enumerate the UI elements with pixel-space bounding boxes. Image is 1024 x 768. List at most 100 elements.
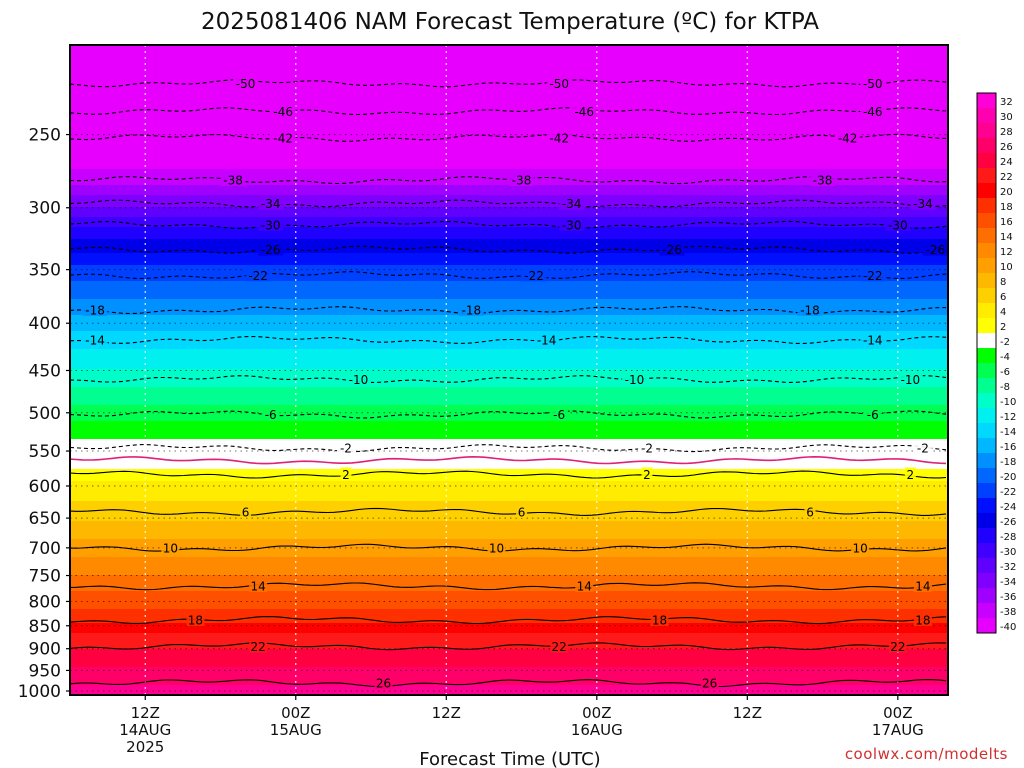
- grid: [70, 45, 948, 695]
- x-tick-label: 2025: [126, 738, 164, 756]
- x-tick-label: 12Z: [432, 704, 461, 722]
- temperature-band: [70, 483, 948, 486]
- temperature-band: [70, 149, 948, 152]
- temperature-band: [70, 675, 948, 678]
- colorbar-swatch: [977, 618, 996, 633]
- temperature-band: [70, 309, 948, 312]
- temperature-band: [70, 293, 948, 296]
- temperature-band: [70, 243, 948, 246]
- temperature-band: [70, 93, 948, 96]
- temperature-band: [70, 611, 948, 614]
- temperature-band: [70, 215, 948, 218]
- temperature-band: [70, 573, 948, 576]
- colorbar-swatch: [977, 408, 996, 423]
- y-tick-label: 600: [29, 477, 61, 497]
- temperature-band: [70, 73, 948, 76]
- temperature-band: [70, 257, 948, 260]
- temperature-band: [70, 359, 948, 362]
- temperature-band: [70, 417, 948, 420]
- contour-label-bg: [258, 242, 284, 256]
- contour-label-bg: [835, 130, 861, 144]
- temperature-band: [70, 543, 948, 546]
- temperature-band: [70, 521, 948, 524]
- contour-label-bg: [860, 104, 886, 118]
- temperature-band: [70, 253, 948, 256]
- contour-label: -10: [625, 373, 645, 387]
- contour-line: [69, 455, 947, 465]
- temperature-band: [70, 577, 948, 580]
- colorbar-swatch: [977, 498, 996, 513]
- temperature-band: [70, 247, 948, 250]
- temperature-band: [70, 83, 948, 86]
- colorbar-label: -14: [1000, 427, 1016, 438]
- temperature-band: [70, 103, 948, 106]
- temperature-band: [70, 191, 948, 194]
- temperature-band: [70, 401, 948, 404]
- temperature-band: [70, 639, 948, 642]
- contour-label: -34: [913, 197, 933, 211]
- temperature-band: [70, 591, 948, 594]
- y-axis: 250 300 350 400 450 500 550 600 650 700 750 800 850 9…: [18, 126, 70, 702]
- temperature-band: [70, 677, 948, 680]
- temperature-band: [70, 625, 948, 628]
- contour-label: 6: [518, 505, 526, 519]
- contour-label-bg: [641, 467, 653, 481]
- temperature-band: [70, 691, 948, 694]
- colorbar-label: 4: [1000, 307, 1006, 318]
- x-axis-title: Forecast Time (UTC): [419, 749, 600, 768]
- colorbar-label: -26: [1000, 517, 1016, 528]
- contour-label: -46: [863, 105, 883, 119]
- temperature-band: [70, 657, 948, 660]
- y-tick-label: 750: [29, 567, 61, 587]
- contour-label-bg: [860, 268, 886, 282]
- contour-label-bg: [270, 130, 296, 144]
- temperature-band: [70, 629, 948, 632]
- colorbar-swatch: [977, 588, 996, 603]
- temperature-band: [70, 45, 948, 48]
- temperature-band: [70, 555, 948, 558]
- contour-label: -22: [524, 269, 544, 283]
- temperature-band: [70, 61, 948, 64]
- temperature-band: [70, 85, 948, 88]
- contour-label-bg: [240, 504, 252, 518]
- temperature-band: [70, 621, 948, 624]
- temperature-band: [70, 349, 948, 352]
- contour-label-bg: [249, 639, 268, 653]
- temperature-band: [70, 377, 948, 380]
- temperature-band: [70, 655, 948, 658]
- contour-label-bg: [575, 579, 594, 593]
- temperature-band: [70, 159, 948, 162]
- temperature-band: [70, 197, 948, 200]
- contour-label-bg: [851, 540, 870, 554]
- contour-label: 6: [806, 505, 814, 519]
- temperature-band: [70, 571, 948, 574]
- temperature-band: [70, 413, 948, 416]
- temperature-band: [70, 431, 948, 434]
- contour-label: -22: [248, 269, 268, 283]
- temperature-band: [70, 599, 948, 602]
- colorbar-label: 30: [1000, 112, 1013, 123]
- temperature-band: [70, 77, 948, 80]
- colorbar-label: -24: [1000, 502, 1016, 513]
- contour-line: [69, 642, 947, 651]
- temperature-band: [70, 245, 948, 248]
- temperature-band: [70, 97, 948, 100]
- temperature-band: [70, 557, 948, 560]
- temperature-band: [70, 389, 948, 392]
- temperature-band: [70, 689, 948, 692]
- temperature-band: [70, 323, 948, 326]
- temperature-band: [70, 87, 948, 90]
- temperature-band: [70, 361, 948, 364]
- temperature-band: [70, 635, 948, 638]
- temperature-band: [70, 69, 948, 72]
- temperature-band: [70, 141, 948, 144]
- temperature-band: [70, 337, 948, 340]
- temperature-band: [70, 671, 948, 674]
- contour-label-bg: [186, 613, 205, 627]
- temperature-band: [70, 537, 948, 540]
- x-tick-label: 00Z: [281, 704, 310, 722]
- temperature-band: [70, 295, 948, 298]
- contour-label-bg: [82, 302, 108, 316]
- temperature-band: [70, 273, 948, 276]
